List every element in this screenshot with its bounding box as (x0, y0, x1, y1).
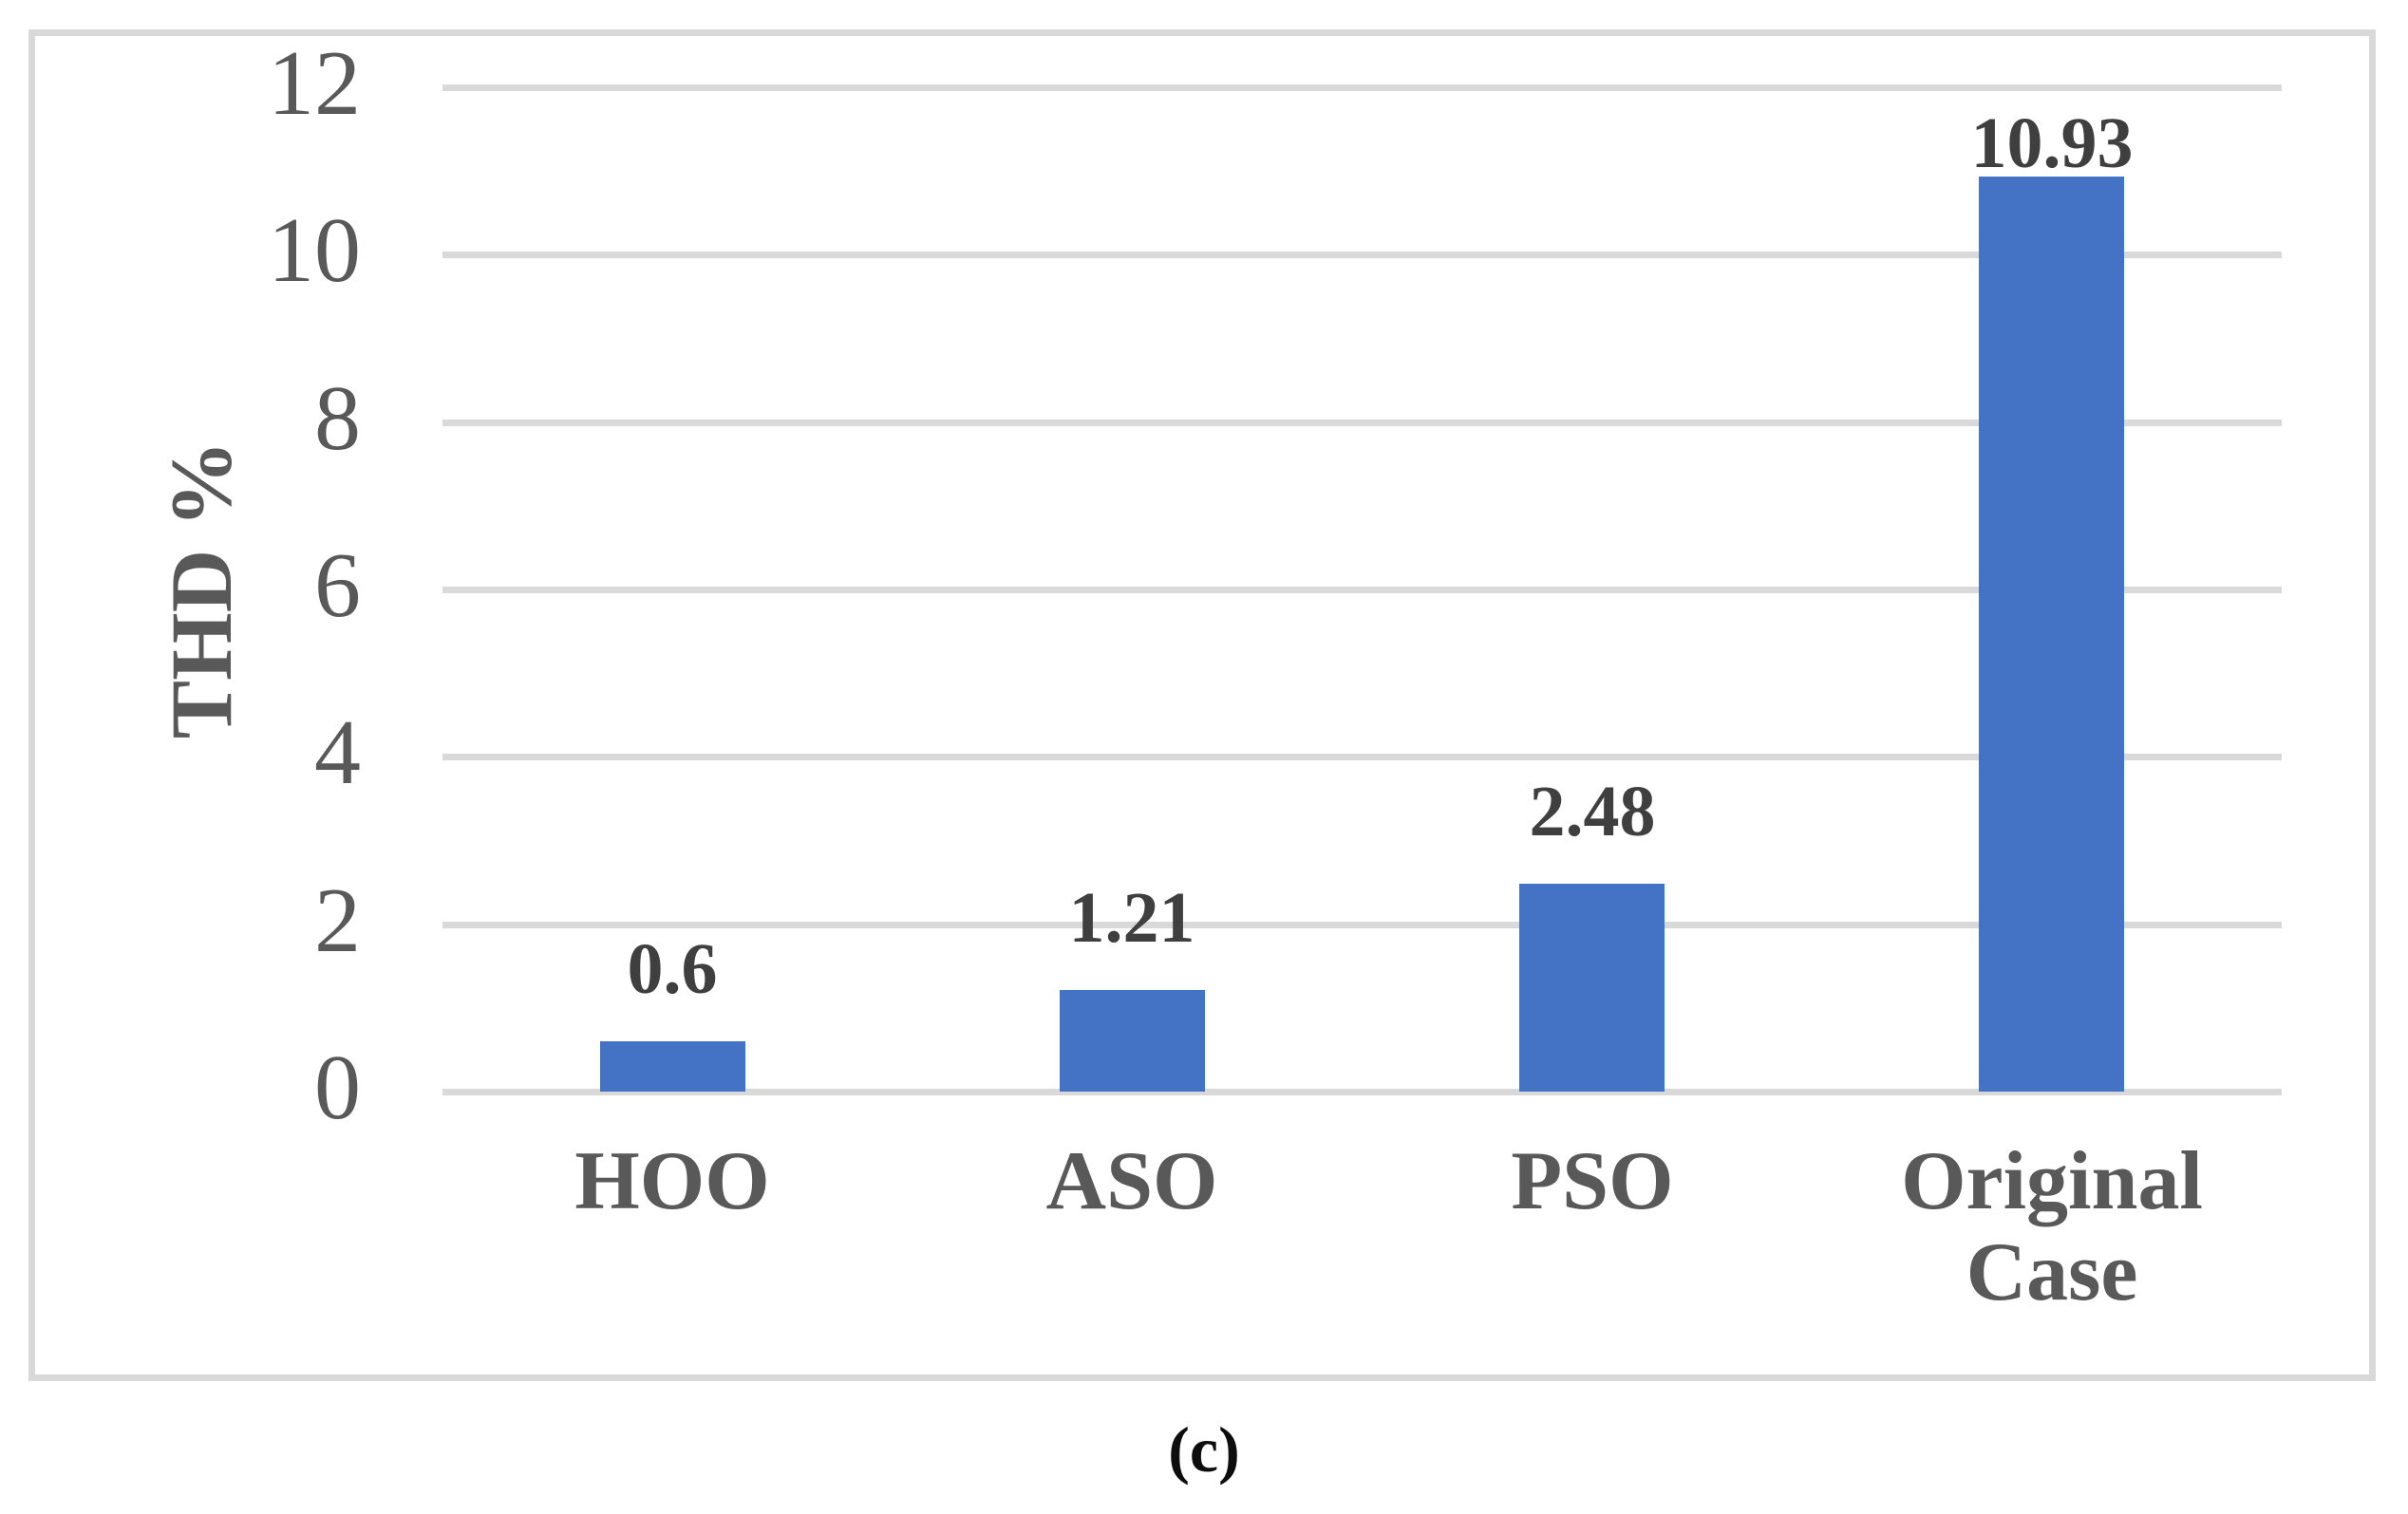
y-tick-label-2: 2 (314, 869, 361, 972)
chart-plot-area-border (28, 29, 2376, 1381)
y-tick-label-6: 6 (314, 534, 361, 637)
gridline-y-12 (442, 84, 2282, 91)
data-label-original-case: 10.93 (1970, 103, 2134, 183)
gridline-y-10 (442, 252, 2282, 258)
y-axis-title: THD % (153, 439, 250, 739)
data-label-pso: 2.48 (1529, 772, 1656, 851)
data-label-hoo: 0.6 (627, 929, 718, 1009)
bar-aso (1060, 990, 1205, 1092)
gridline-y-0 (442, 1089, 2282, 1095)
gridline-y-8 (442, 420, 2282, 426)
y-tick-label-12: 12 (268, 32, 361, 135)
x-category-label-aso: ASO (1045, 1135, 1218, 1227)
x-category-label-pso: PSO (1511, 1135, 1674, 1227)
x-category-label-hoo: HOO (574, 1135, 770, 1227)
gridline-y-6 (442, 587, 2282, 593)
y-tick-label-0: 0 (314, 1037, 361, 1139)
y-tick-label-4: 4 (314, 701, 361, 804)
gridline-y-4 (442, 754, 2282, 760)
gridline-y-2 (442, 922, 2282, 928)
y-tick-label-10: 10 (268, 199, 361, 302)
x-category-label-original-case: Original Case (1901, 1135, 2203, 1318)
bar-pso (1519, 884, 1665, 1092)
bar-hoo (600, 1041, 745, 1092)
bar-original-case (1979, 177, 2124, 1092)
y-tick-label-8: 8 (314, 367, 361, 470)
figure-caption: (c) (1168, 1413, 1240, 1486)
data-label-aso: 1.21 (1068, 878, 1195, 958)
